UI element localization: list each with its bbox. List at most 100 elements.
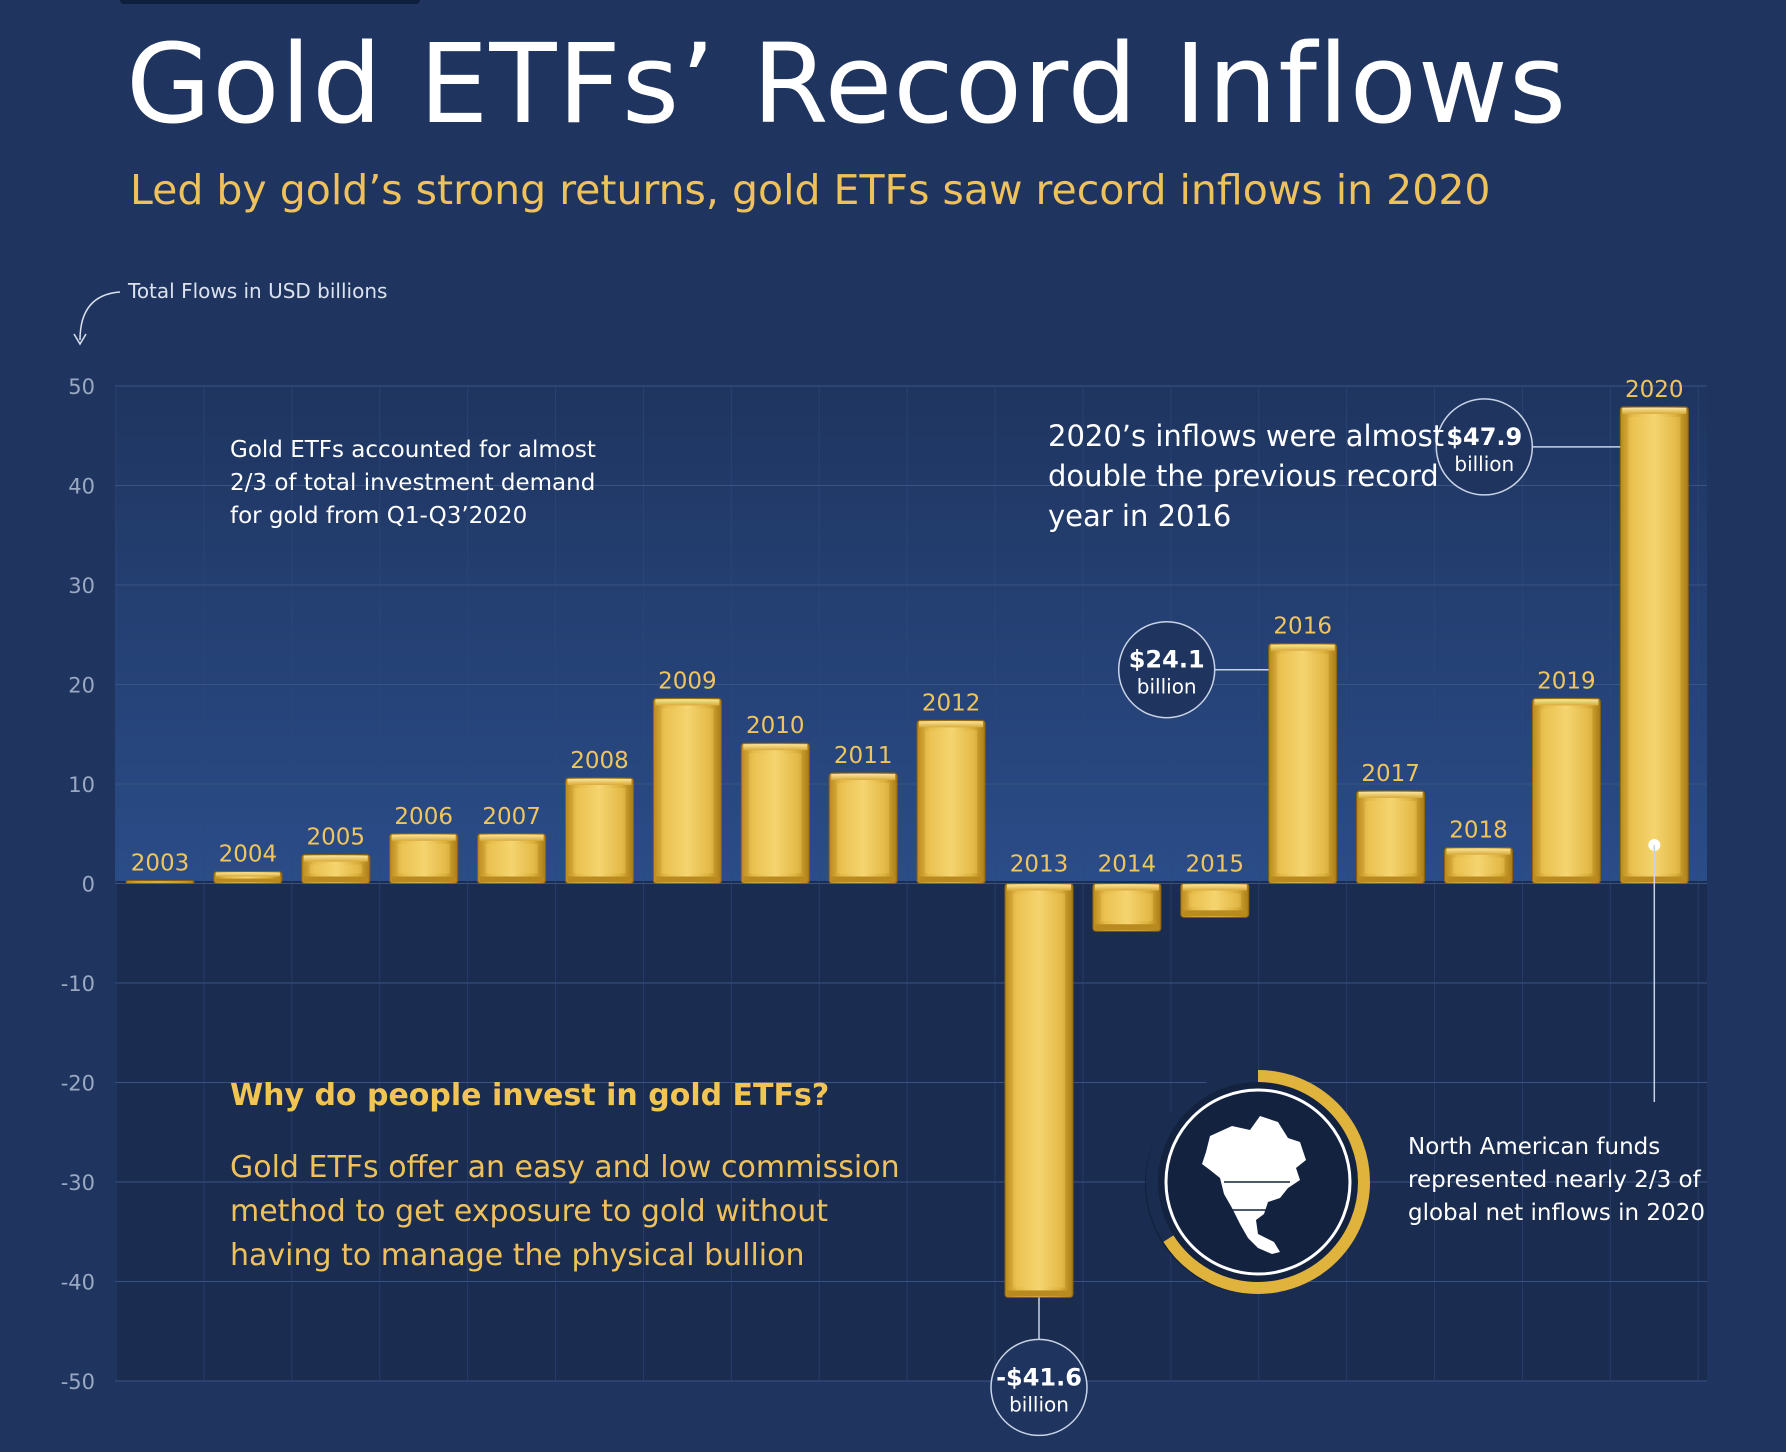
x-tick-label: 2014	[1098, 852, 1157, 878]
bar-inner-panel	[485, 843, 538, 874]
bar-body	[1268, 643, 1338, 885]
x-tick-label: 2008	[570, 748, 629, 774]
bar-inner-panel	[397, 843, 450, 874]
bar-inner-panel	[749, 753, 802, 874]
bar-body	[828, 772, 898, 884]
bar-inner-panel	[309, 864, 362, 874]
bar-body	[477, 833, 547, 884]
bar-2013	[1004, 883, 1074, 1298]
bar-body	[389, 833, 459, 884]
bar-bevel-bottom	[655, 876, 720, 883]
x-tick-label: 2017	[1361, 761, 1420, 787]
x-tick-label: 2004	[219, 842, 278, 868]
bar-body	[1180, 883, 1250, 918]
bar-bevel-top	[655, 699, 720, 706]
map-badge-inner-ring	[1164, 1088, 1352, 1276]
bar-bevel-top	[1182, 884, 1247, 891]
callout-unit: billion	[1137, 675, 1197, 699]
x-tick-label: 2018	[1449, 818, 1508, 844]
bar-bevel-bottom	[1094, 924, 1159, 931]
bar-2005	[301, 854, 371, 885]
bar-2008	[565, 777, 634, 885]
bar-bevel-bottom	[1358, 876, 1423, 883]
north-america-shape	[1202, 1116, 1306, 1254]
bar-2014	[1092, 883, 1162, 932]
bar-2018	[1444, 847, 1513, 884]
bar-inner-panel	[925, 730, 978, 874]
bar-bevel-top	[1094, 884, 1159, 891]
bar-2004	[213, 871, 283, 884]
bar-bevel-bottom	[567, 876, 632, 883]
bar-bevel-bottom	[391, 876, 456, 883]
bar-inner-panel	[1540, 708, 1593, 874]
y-tick-label: -10	[61, 972, 95, 996]
bar-2015	[1180, 883, 1250, 918]
bar-bevel-top	[831, 774, 896, 781]
bar-bevel-bottom	[743, 876, 808, 883]
callout-unit: billion	[1454, 452, 1514, 476]
bar-body	[740, 742, 810, 885]
bar-bevel-top	[215, 872, 280, 877]
bar-bevel-bottom	[1270, 876, 1335, 883]
north-america-note: North American funds represented nearly …	[1408, 1134, 1705, 1226]
bar-bevel-top	[1622, 407, 1687, 414]
bar-bevel-top	[743, 744, 808, 751]
x-tick-label: 2007	[482, 804, 541, 830]
bar-inner-panel	[837, 783, 890, 874]
bar-2012	[916, 719, 986, 884]
callout-value: $47.9	[1446, 423, 1522, 451]
y-tick-label: 40	[68, 475, 95, 499]
bar-2007	[477, 833, 547, 884]
bar-bevel-top	[919, 721, 984, 728]
why-invest-heading: Why do people invest in gold ETFs?	[230, 1078, 830, 1113]
x-tick-label: 2010	[746, 713, 805, 739]
y-tick-label: 0	[82, 873, 95, 897]
y-tick-label: -20	[61, 1072, 95, 1096]
bar-2020	[1619, 406, 1689, 884]
north-america-map-icon	[1145, 1070, 1370, 1294]
bar-body	[1444, 847, 1513, 884]
bar-2003	[125, 880, 195, 885]
bar-inner-panel	[661, 708, 714, 874]
x-tick-label: 2019	[1537, 668, 1596, 694]
bar-bevel-bottom	[303, 876, 368, 883]
x-tick-label: 2020	[1625, 377, 1684, 403]
x-tick-label: 2013	[1010, 852, 1069, 878]
bar-body	[1356, 790, 1426, 885]
bar-inner-panel	[1276, 653, 1329, 874]
bar-2010	[740, 742, 810, 885]
bar-inner-panel	[1628, 416, 1681, 874]
bar-inner-panel	[573, 788, 626, 874]
y-tick-label: -40	[61, 1271, 95, 1295]
bar-bevel-bottom	[919, 876, 984, 883]
bar-body	[565, 777, 634, 885]
bar-bevel-bottom	[128, 881, 192, 883]
top-accent-bar	[120, 0, 420, 4]
page-subtitle: Led by gold’s strong returns, gold ETFs …	[130, 166, 1491, 214]
bar-bevel-top	[1007, 884, 1071, 891]
y-tick-label: -50	[61, 1370, 95, 1394]
x-tick-label: 2006	[394, 804, 453, 830]
bar-bevel-bottom	[1446, 876, 1511, 883]
x-tick-label: 2015	[1186, 852, 1245, 878]
bar-bevel-top	[303, 855, 368, 862]
callout-bubble	[990, 1338, 1088, 1437]
north-america-share-ring	[1146, 1070, 1370, 1294]
bar-bevel-top	[1358, 791, 1423, 798]
bar-bevel-bottom	[1534, 876, 1599, 883]
bar-inner-panel	[1364, 800, 1417, 874]
axis-label-arrow	[79, 291, 121, 341]
x-tick-label: 2003	[131, 851, 190, 877]
bar-bevel-bottom	[479, 876, 544, 883]
x-tick-label: 2012	[922, 690, 981, 716]
bar-2017	[1356, 790, 1426, 885]
callout-bubble	[1117, 620, 1216, 719]
bar-bevel-bottom	[831, 876, 896, 883]
bar-inner-panel	[1100, 893, 1153, 922]
bar-bevel-bottom	[1007, 1290, 1071, 1297]
bar-body	[916, 719, 986, 884]
bar-bevel-bottom	[215, 878, 280, 883]
negative-region	[115, 881, 1707, 1381]
y-tick-label: 20	[68, 674, 95, 698]
